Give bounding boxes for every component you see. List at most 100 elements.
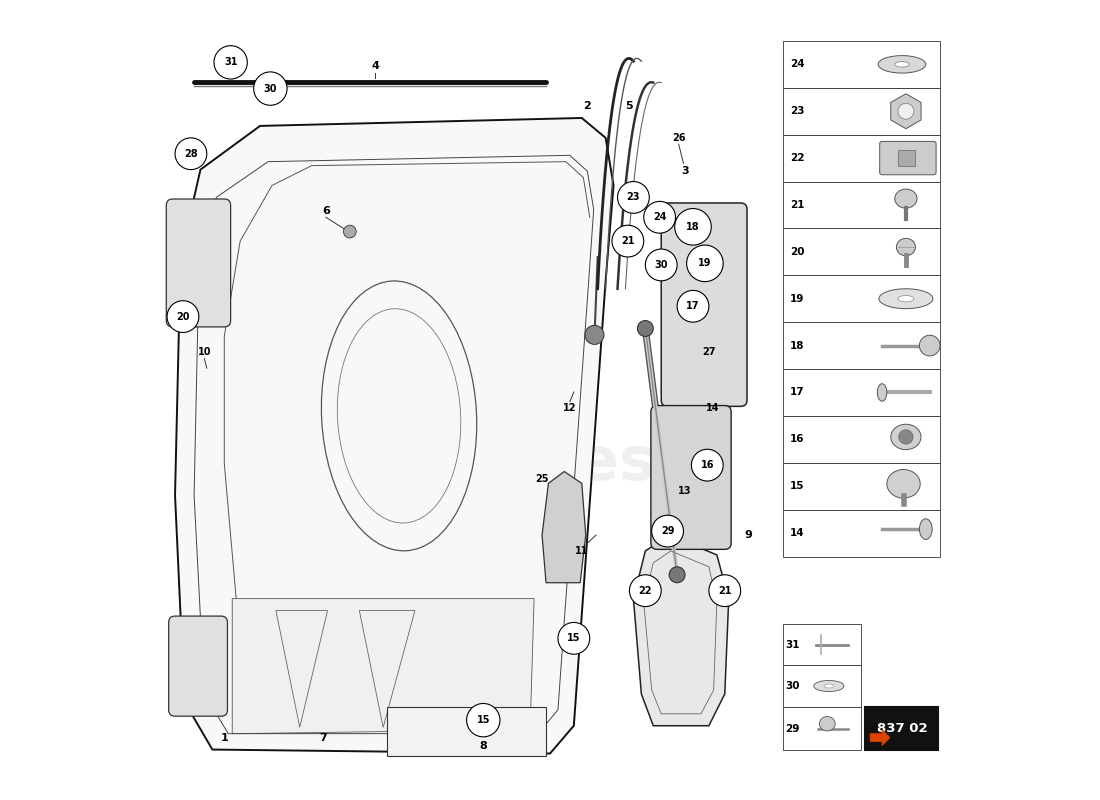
- FancyBboxPatch shape: [783, 275, 940, 322]
- Polygon shape: [891, 94, 921, 129]
- Text: 15: 15: [790, 481, 804, 491]
- Text: 24: 24: [653, 212, 667, 222]
- FancyBboxPatch shape: [783, 666, 860, 706]
- Text: 23: 23: [790, 106, 804, 116]
- Circle shape: [558, 622, 590, 654]
- FancyBboxPatch shape: [898, 150, 915, 166]
- Polygon shape: [175, 118, 614, 754]
- Circle shape: [708, 574, 740, 606]
- Ellipse shape: [814, 681, 844, 691]
- Ellipse shape: [878, 56, 926, 73]
- Text: 17: 17: [790, 387, 804, 398]
- Text: 19: 19: [790, 294, 804, 304]
- Circle shape: [678, 290, 708, 322]
- Text: 22: 22: [790, 153, 804, 163]
- Text: 14: 14: [706, 403, 719, 413]
- Circle shape: [692, 450, 723, 481]
- Text: 28: 28: [184, 149, 198, 158]
- Circle shape: [629, 574, 661, 606]
- FancyBboxPatch shape: [783, 134, 940, 182]
- Text: 30: 30: [785, 681, 800, 691]
- Circle shape: [585, 326, 604, 344]
- Circle shape: [646, 249, 678, 281]
- Text: 30: 30: [654, 260, 668, 270]
- FancyBboxPatch shape: [783, 41, 940, 88]
- Text: 7: 7: [320, 733, 328, 742]
- Polygon shape: [870, 730, 890, 746]
- Text: 18: 18: [790, 341, 804, 350]
- FancyBboxPatch shape: [783, 416, 940, 462]
- Text: 21: 21: [621, 236, 635, 246]
- FancyBboxPatch shape: [168, 616, 228, 716]
- Text: 31: 31: [224, 58, 238, 67]
- Text: 30: 30: [264, 83, 277, 94]
- Text: 27: 27: [702, 347, 716, 358]
- FancyBboxPatch shape: [783, 624, 860, 666]
- Circle shape: [617, 182, 649, 214]
- Text: eurospares: eurospares: [270, 434, 656, 493]
- Ellipse shape: [894, 62, 909, 67]
- Circle shape: [214, 46, 248, 79]
- Text: 22: 22: [639, 586, 652, 596]
- Ellipse shape: [920, 518, 932, 539]
- Circle shape: [920, 335, 940, 356]
- Text: 16: 16: [701, 460, 714, 470]
- Text: 13: 13: [679, 486, 692, 496]
- FancyBboxPatch shape: [651, 406, 732, 550]
- Text: 16: 16: [790, 434, 804, 444]
- Polygon shape: [232, 598, 535, 734]
- Circle shape: [669, 567, 685, 582]
- Ellipse shape: [879, 289, 933, 309]
- Text: 20: 20: [790, 247, 804, 257]
- Circle shape: [674, 209, 712, 245]
- Text: 5: 5: [626, 101, 634, 111]
- Text: 1: 1: [220, 733, 228, 742]
- Text: 29: 29: [661, 526, 674, 536]
- Text: 10: 10: [198, 347, 211, 358]
- Text: 19: 19: [698, 258, 712, 268]
- FancyBboxPatch shape: [783, 462, 940, 510]
- Circle shape: [466, 703, 499, 737]
- Circle shape: [898, 103, 914, 119]
- Text: 21: 21: [790, 200, 804, 210]
- Text: 24: 24: [790, 59, 804, 70]
- Ellipse shape: [824, 684, 834, 688]
- Ellipse shape: [894, 189, 917, 208]
- Text: 15: 15: [476, 715, 490, 725]
- Polygon shape: [634, 535, 728, 726]
- Circle shape: [644, 202, 675, 233]
- Ellipse shape: [820, 717, 835, 731]
- FancyBboxPatch shape: [783, 88, 940, 134]
- Circle shape: [254, 72, 287, 106]
- Circle shape: [175, 138, 207, 170]
- Text: 31: 31: [785, 640, 800, 650]
- Text: 20: 20: [176, 311, 189, 322]
- Ellipse shape: [896, 238, 915, 256]
- Text: 11: 11: [575, 546, 589, 556]
- Text: a passion for parts: a passion for parts: [339, 517, 586, 585]
- Text: 14: 14: [790, 528, 804, 538]
- Text: 4: 4: [372, 62, 379, 71]
- Text: 18: 18: [686, 222, 700, 232]
- FancyBboxPatch shape: [783, 369, 940, 416]
- Circle shape: [167, 301, 199, 333]
- Text: 6: 6: [322, 206, 330, 216]
- FancyBboxPatch shape: [387, 706, 546, 756]
- Text: 29: 29: [785, 723, 800, 734]
- Text: 21: 21: [718, 586, 732, 596]
- Text: 3: 3: [681, 166, 689, 176]
- Text: 8: 8: [480, 741, 487, 750]
- FancyBboxPatch shape: [783, 229, 940, 275]
- Text: 15: 15: [568, 634, 581, 643]
- FancyBboxPatch shape: [866, 706, 938, 750]
- Text: 26: 26: [672, 133, 685, 143]
- FancyBboxPatch shape: [880, 142, 936, 174]
- Polygon shape: [542, 471, 586, 582]
- Circle shape: [637, 321, 653, 337]
- Text: 23: 23: [627, 193, 640, 202]
- Circle shape: [612, 226, 643, 257]
- Ellipse shape: [878, 384, 887, 401]
- Circle shape: [651, 515, 683, 547]
- Circle shape: [686, 245, 723, 282]
- FancyBboxPatch shape: [783, 510, 940, 557]
